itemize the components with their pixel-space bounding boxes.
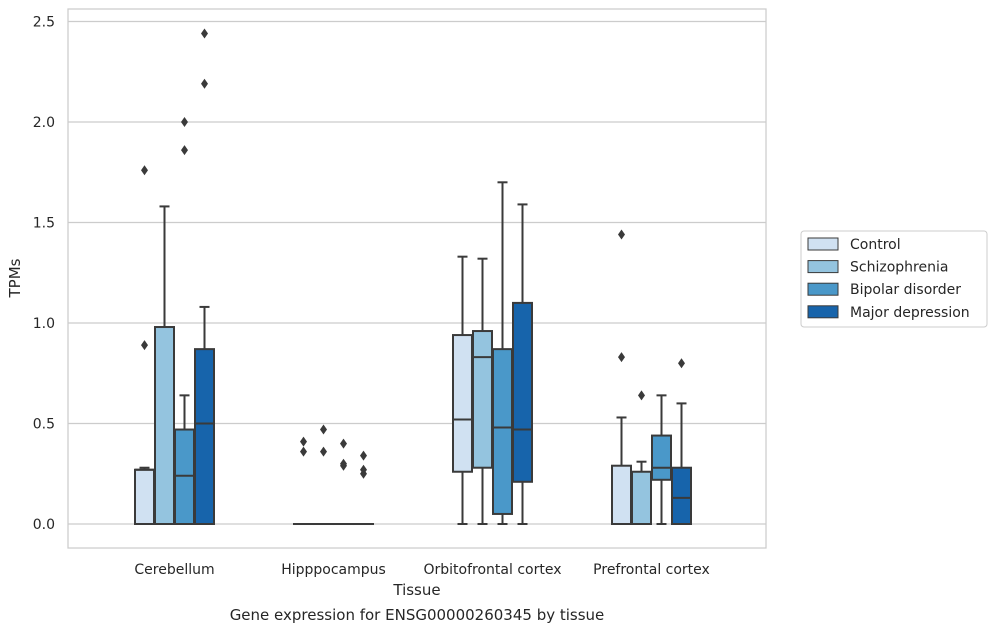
x-tick-label: Hipppocampus xyxy=(281,562,386,578)
y-tick-label: 2.5 xyxy=(33,15,55,31)
y-tick-label: 0.0 xyxy=(33,517,55,533)
box-body xyxy=(492,348,513,515)
box-body xyxy=(174,428,195,525)
outlier-point xyxy=(141,340,148,351)
outlier-point xyxy=(618,229,625,240)
outlier-point xyxy=(678,358,685,369)
box-2-1 xyxy=(333,438,354,526)
box-2-0 xyxy=(174,117,195,525)
y-tick-label: 1.5 xyxy=(33,216,55,232)
outlier-point xyxy=(300,446,307,457)
box-body xyxy=(631,470,652,525)
outlier-point xyxy=(320,446,327,457)
outlier-point xyxy=(300,436,307,447)
y-axis-label: TPMs xyxy=(6,258,24,298)
y-tick-label: 2.0 xyxy=(33,115,55,131)
legend-swatch xyxy=(807,237,839,251)
legend-frame xyxy=(800,230,988,328)
box-2-3 xyxy=(651,394,672,525)
legend: Control Schizophrenia Bipolar disorder Majo… xyxy=(800,230,988,328)
box-body xyxy=(452,334,473,473)
outlier-point xyxy=(320,424,327,435)
box-3-3 xyxy=(671,358,692,525)
box-3-0 xyxy=(194,28,215,525)
y-axis-ticks: 0.0 0.5 1.0 1.5 2.0 2.5 xyxy=(33,15,55,534)
outlier-point xyxy=(181,117,188,127)
box-3-2 xyxy=(512,203,533,525)
outlier-point xyxy=(181,145,188,156)
outlier-point xyxy=(201,28,208,39)
y-tick-label: 0.5 xyxy=(33,417,55,433)
outlier-point xyxy=(340,458,347,469)
x-tick-label: Prefrontal cortex xyxy=(593,562,710,578)
outlier-point xyxy=(340,438,347,449)
box-1-1 xyxy=(313,424,334,526)
box-0-0 xyxy=(134,165,155,526)
box-body xyxy=(611,464,632,525)
x-tick-label: Orbitofrontal cortex xyxy=(424,562,562,578)
x-axis-ticks: Cerebellum Hipppocampus Orbitofrontal cort… xyxy=(134,562,709,578)
y-tick-label: 1.0 xyxy=(33,316,55,332)
outlier-point xyxy=(201,78,208,89)
box-1-3 xyxy=(631,390,652,525)
outlier-point xyxy=(638,390,645,401)
box-body xyxy=(194,348,215,525)
plot-frame xyxy=(67,8,767,549)
box-body xyxy=(134,468,155,526)
chart-caption: Gene expression for ENSG00000260345 by t… xyxy=(229,606,605,624)
legend-swatch xyxy=(807,260,839,274)
box-groups xyxy=(134,28,692,526)
legend-label: Bipolar disorder xyxy=(850,282,961,298)
box-2-2 xyxy=(492,181,513,525)
outlier-point xyxy=(618,352,625,363)
legend-swatch xyxy=(807,305,839,319)
box-1-0 xyxy=(154,205,175,525)
outlier-point xyxy=(360,464,367,475)
legend-label: Control xyxy=(850,237,901,253)
outlier-point xyxy=(141,165,148,176)
legend-label: Schizophrenia xyxy=(850,260,948,276)
legend-swatch xyxy=(807,282,839,296)
box-body xyxy=(472,330,493,469)
box-body xyxy=(154,326,175,525)
box-0-1 xyxy=(293,436,314,526)
box-body xyxy=(512,301,533,483)
box-body xyxy=(651,434,672,481)
x-axis-label: Tissue xyxy=(392,581,440,599)
legend-label: Major depression xyxy=(850,305,970,321)
x-tick-label: Cerebellum xyxy=(134,562,214,578)
box-body xyxy=(671,466,692,525)
outlier-point xyxy=(360,450,367,461)
box-3-1 xyxy=(353,450,374,526)
